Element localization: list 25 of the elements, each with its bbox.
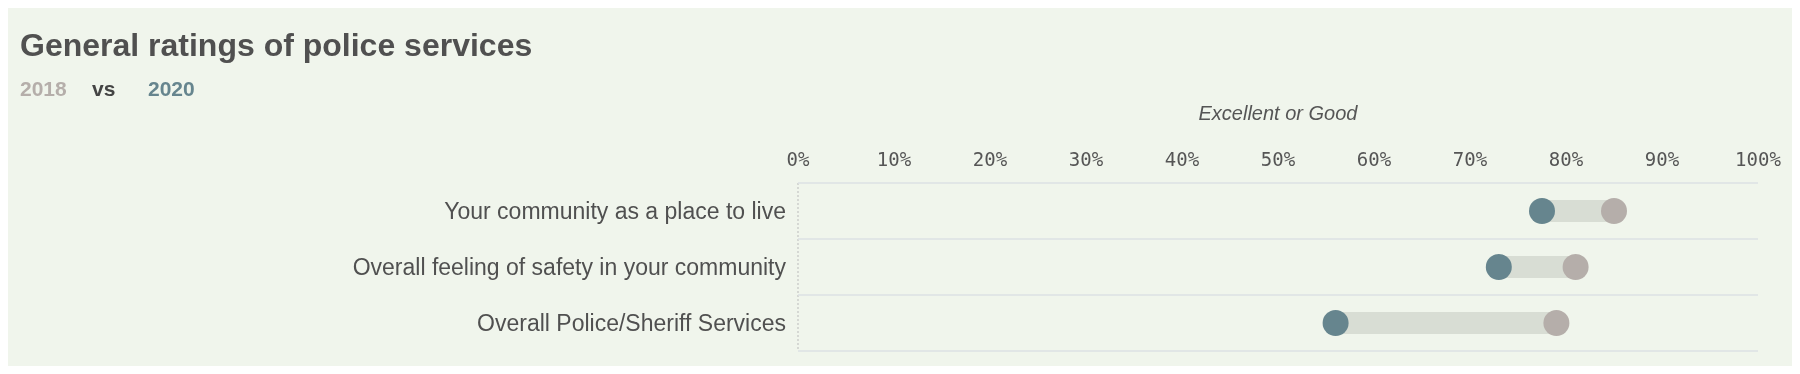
x-tick-label: 0% — [786, 148, 810, 170]
text: 2018 — [20, 77, 68, 100]
x-tick-label: 90% — [1644, 148, 1680, 170]
x-tick-label: 50% — [1260, 148, 1296, 170]
x-tick-label: 20% — [972, 148, 1008, 170]
x-axis-title: Excellent or Good — [1198, 102, 1359, 124]
x-tick-label: 10% — [876, 148, 912, 170]
x-tick-label: 70% — [1452, 148, 1488, 170]
x-tick-label: 100% — [1735, 148, 1782, 170]
y-tick-label: Your community as a place to live — [444, 198, 786, 225]
point — [1562, 254, 1589, 280]
text: General ratings of police services — [20, 27, 533, 63]
y-tick-label: Overall feeling of safety in your community — [352, 254, 787, 281]
x-tick-label: 60% — [1356, 148, 1392, 170]
x-tick-label: 30% — [1068, 148, 1104, 170]
x-tick-label: 40% — [1164, 148, 1200, 170]
point — [1601, 198, 1627, 224]
point — [1529, 198, 1555, 224]
y-tick-label: Overall Police/Sheriff Services — [477, 310, 786, 337]
point — [1485, 254, 1512, 280]
point — [1543, 310, 1570, 336]
point — [1322, 310, 1349, 336]
text: 2020 — [148, 77, 195, 100]
text: vs — [92, 77, 116, 100]
x-tick-label: 80% — [1548, 148, 1584, 170]
